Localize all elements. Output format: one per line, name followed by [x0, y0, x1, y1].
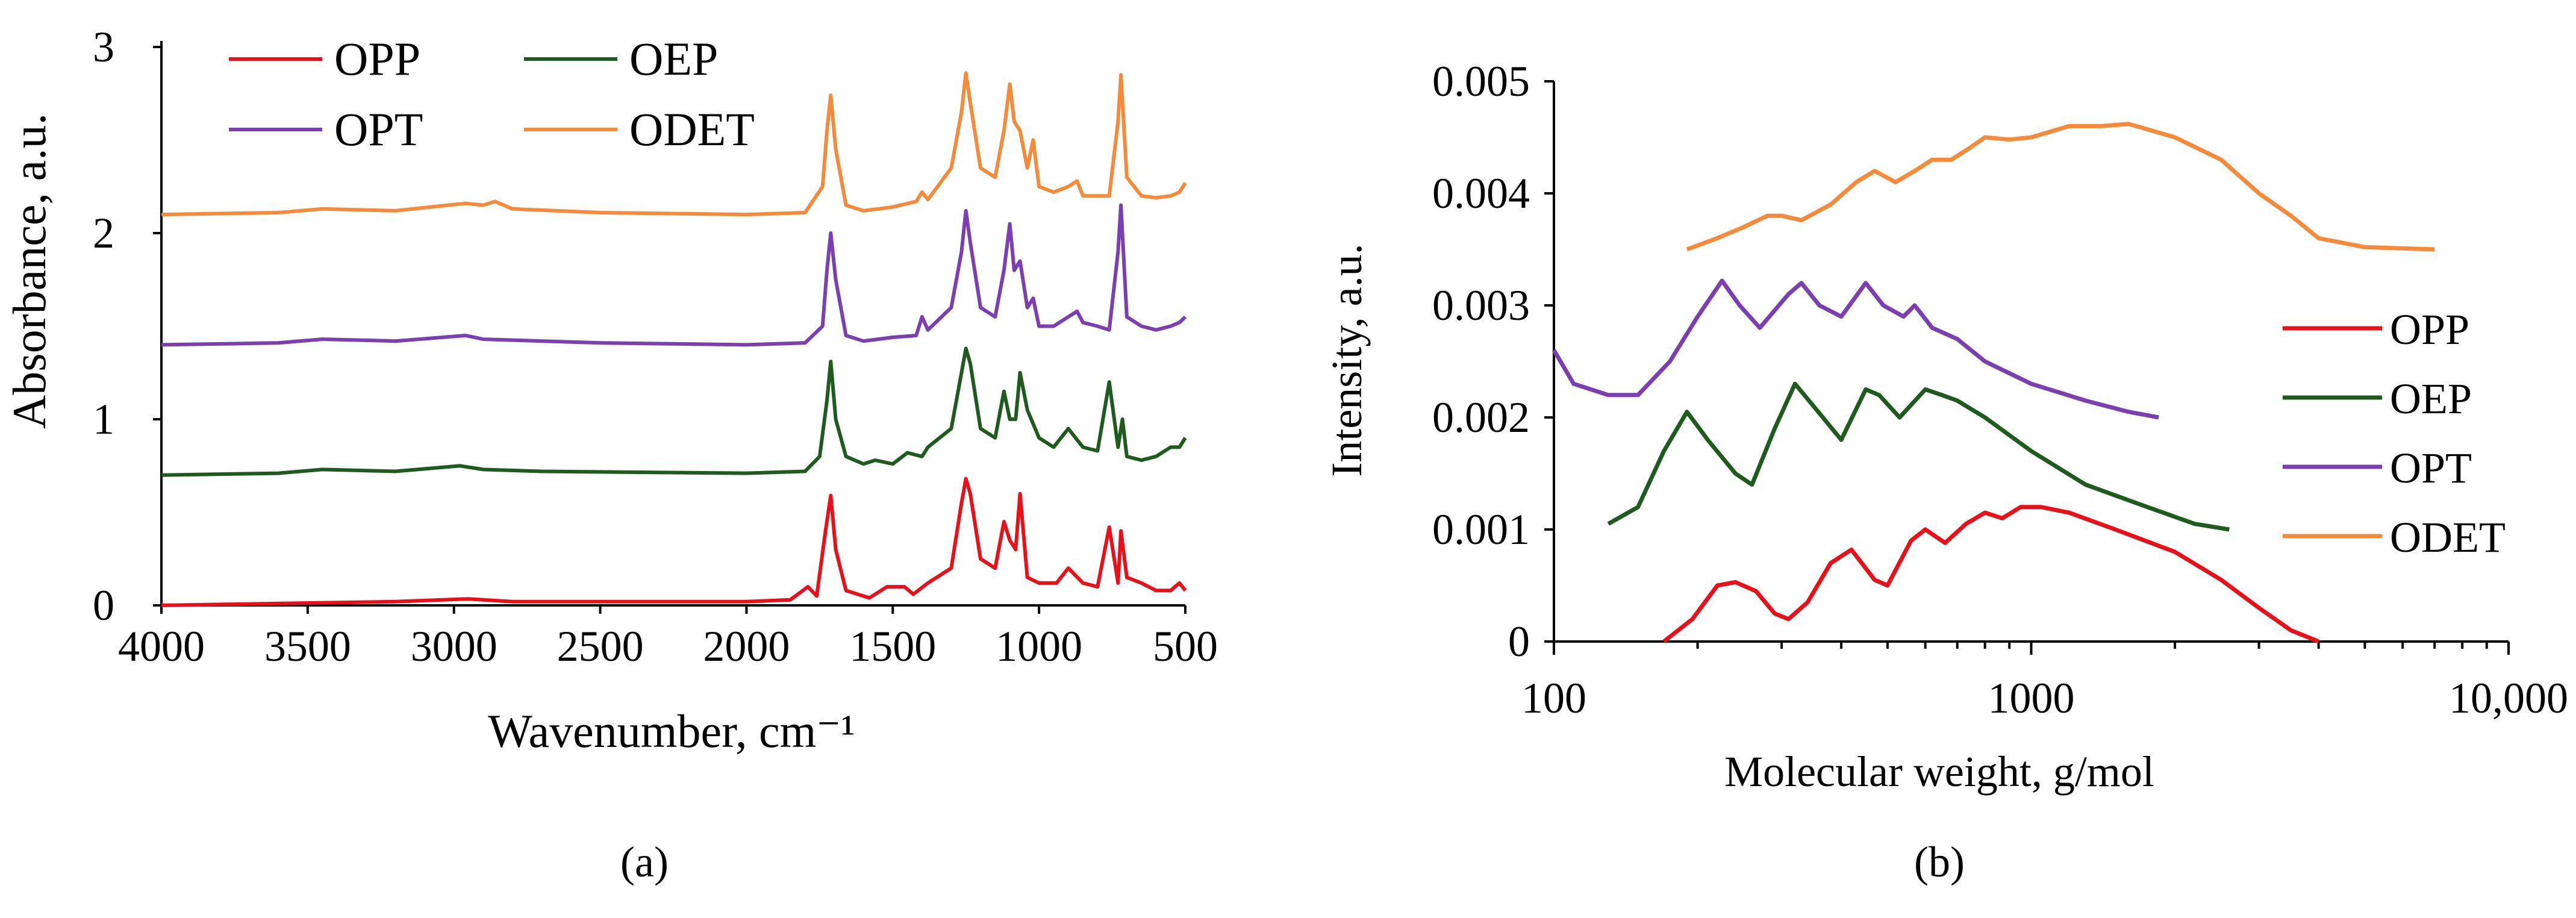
panel-b-axes: [1553, 81, 2509, 643]
mw-legend-label-opp: OPP: [2390, 305, 2469, 354]
panel-a-ticks: 4000 3500 3000 2500 2000 1500 1000 500 0 1 2 3: [93, 23, 1218, 670]
panel-b-y-tick-label: 0: [1508, 617, 1530, 666]
mw-series-line-opp: [1662, 505, 2319, 644]
panel-a-y-tick-label: 1: [93, 395, 114, 443]
panel-b-xlabel: Molecular weight, g/mol: [1724, 748, 2154, 796]
panel-b-series: [1552, 122, 2435, 644]
panel-a-x-tick-label: 2000: [703, 622, 790, 670]
series-line-opp: [161, 476, 1187, 607]
series-line-opt: [161, 203, 1187, 347]
panel-b-ticks: 100 1000 10,000 0 0.001 0.002 0.003 0.004 0.005: [1432, 57, 2568, 722]
mw-series-line-odet: [1686, 122, 2435, 252]
panel-a-x-tick-label: 2500: [557, 622, 644, 670]
panel-a-x-tick-label: 3000: [411, 622, 497, 670]
panel-b-legend: OPP OEP OPT ODET: [2283, 305, 2506, 561]
panel-a-x-tick-label: 1000: [996, 622, 1082, 670]
panel-a-x-tick-label: 3500: [264, 622, 351, 670]
panel-a-ylabel: Absorbance, a.u.: [3, 113, 55, 429]
panel-a-y-tick-label: 0: [93, 581, 114, 629]
legend-label-opt: OPT: [334, 103, 423, 155]
panel-b-ylabel: Intensity, a.u.: [1323, 243, 1371, 476]
panel-a-xlabel: Wavenumber, cm⁻¹: [488, 705, 855, 757]
panel-a-legend: OPP OEP OPT ODET: [229, 33, 755, 155]
panel-b-chart: 100 1000 10,00000.0010.0020.0030.0040.005 …: [1323, 57, 2568, 886]
mw-series-line-opt: [1552, 278, 2159, 420]
series-line-oep: [161, 346, 1187, 477]
panel-a-y-tick-label: 3: [93, 23, 114, 71]
panel-a-label: (a): [620, 838, 669, 886]
panel-a-series: [161, 71, 1187, 607]
mw-legend-label-odet: ODET: [2390, 513, 2506, 561]
panel-a-y-tick-label: 2: [93, 209, 114, 257]
panel-a-x-tick-label: 4000: [118, 622, 205, 670]
panel-b-y-tick-label: 0.005: [1432, 57, 1530, 105]
panel-b-x-tick-label: 10,000: [2449, 674, 2568, 722]
mw-series-line-oep: [1607, 381, 2230, 532]
legend-label-oep: OEP: [629, 33, 718, 85]
panel-b-label: (b): [1914, 838, 1965, 886]
panel-b-y-tick-label: 0.002: [1432, 393, 1530, 442]
panel-b-y-tick-label: 0.003: [1432, 281, 1530, 329]
mw-legend-label-oep: OEP: [2390, 375, 2472, 423]
mw-legend-label-opt: OPT: [2390, 444, 2472, 492]
panel-b-x-tick-label: 100: [1521, 674, 1586, 722]
panel-b-y-tick-label: 0.001: [1432, 505, 1530, 554]
series-line-odet: [161, 71, 1187, 217]
panel-b-x-tick-label: 1000: [1988, 674, 2075, 722]
panel-a-axes: [160, 41, 1185, 607]
panel-b-y-tick-label: 0.004: [1432, 169, 1530, 217]
panel-a-x-tick-label: 500: [1153, 622, 1218, 670]
panel-a-x-tick-label: 1500: [849, 622, 936, 670]
legend-label-odet: ODET: [629, 103, 755, 155]
legend-label-opp: OPP: [334, 33, 420, 85]
